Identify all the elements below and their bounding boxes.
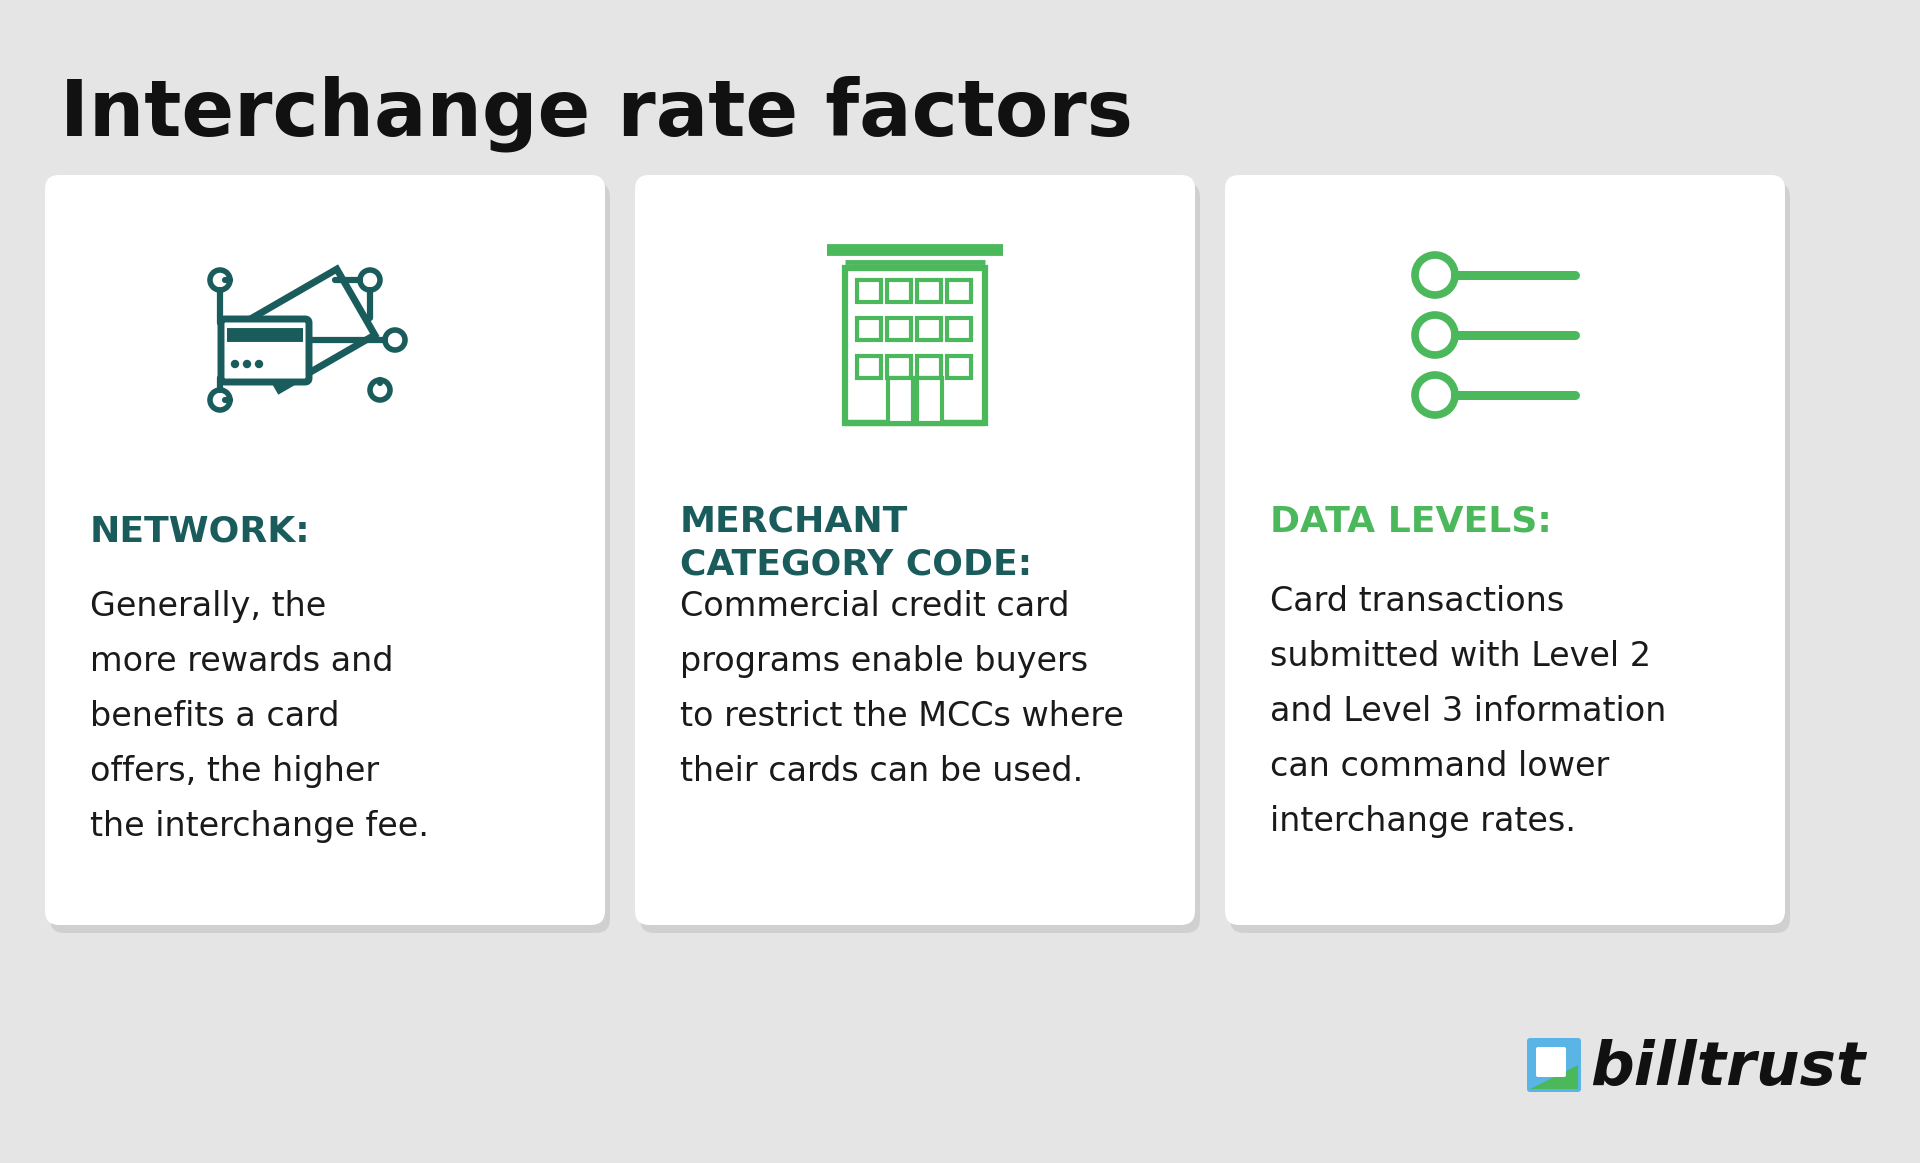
Text: MERCHANT
CATEGORY CODE:: MERCHANT CATEGORY CODE: [680, 505, 1033, 582]
Text: Commercial credit card
programs enable buyers
to restrict the MCCs where
their c: Commercial credit card programs enable b… [680, 590, 1123, 789]
Polygon shape [242, 269, 374, 390]
FancyBboxPatch shape [636, 174, 1194, 925]
Text: billtrust: billtrust [1590, 1040, 1864, 1099]
FancyBboxPatch shape [1231, 183, 1789, 933]
Bar [845, 267, 985, 423]
FancyBboxPatch shape [1526, 1039, 1580, 1092]
Circle shape [209, 270, 230, 290]
Bar [887, 378, 914, 423]
Bar [918, 356, 941, 378]
FancyBboxPatch shape [50, 183, 611, 933]
FancyBboxPatch shape [44, 174, 605, 925]
Bar [887, 280, 910, 302]
Circle shape [1415, 255, 1455, 295]
Circle shape [386, 330, 405, 350]
Bar [856, 317, 881, 340]
FancyBboxPatch shape [1225, 174, 1786, 925]
Polygon shape [1530, 1065, 1578, 1089]
Bar [887, 317, 910, 340]
Circle shape [244, 361, 250, 368]
Bar [918, 317, 941, 340]
Bar [856, 356, 881, 378]
Circle shape [209, 390, 230, 411]
Circle shape [1415, 315, 1455, 355]
Circle shape [371, 380, 390, 400]
Bar [918, 378, 943, 423]
Circle shape [361, 270, 380, 290]
Circle shape [255, 361, 263, 368]
Circle shape [232, 361, 238, 368]
FancyBboxPatch shape [221, 319, 309, 381]
Text: Card transactions
submitted with Level 2
and Level 3 information
can command low: Card transactions submitted with Level 2… [1269, 585, 1667, 839]
Bar [918, 280, 941, 302]
Text: DATA LEVELS:: DATA LEVELS: [1269, 505, 1551, 538]
Text: Interchange rate factors: Interchange rate factors [60, 74, 1133, 151]
FancyBboxPatch shape [1536, 1047, 1567, 1077]
Bar [887, 356, 910, 378]
Bar [856, 280, 881, 302]
Circle shape [1415, 374, 1455, 415]
Text: Generally, the
more rewards and
benefits a card
offers, the higher
the interchan: Generally, the more rewards and benefits… [90, 590, 428, 843]
FancyBboxPatch shape [639, 183, 1200, 933]
Bar [947, 280, 972, 302]
Bar [947, 317, 972, 340]
Text: NETWORK:: NETWORK: [90, 515, 311, 549]
Bar [947, 356, 972, 378]
